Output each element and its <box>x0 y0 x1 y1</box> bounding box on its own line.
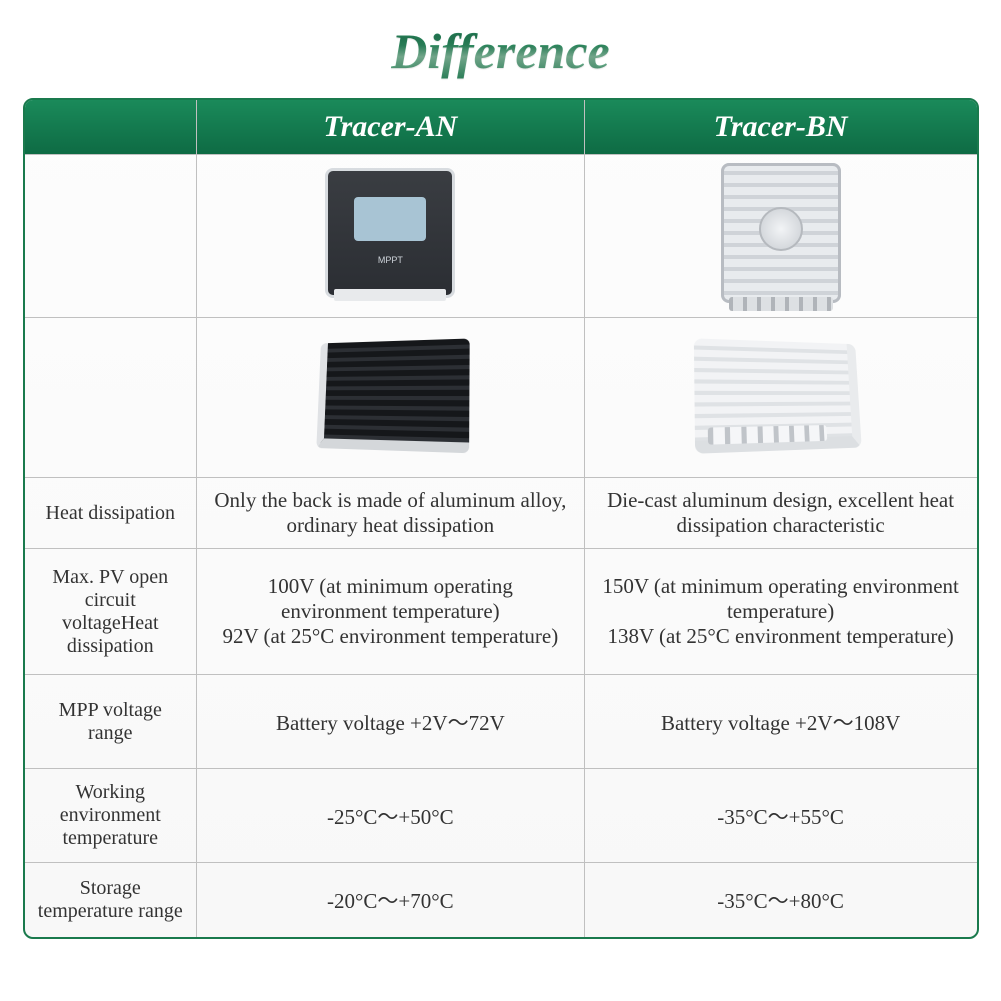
header-tracer-an: Tracer-AN <box>197 100 585 155</box>
comparison-table: Tracer-AN Tracer-BN Heat dissipation Onl <box>25 100 977 937</box>
an-heat: Only the back is made of aluminum alloy,… <box>197 478 585 549</box>
an-work: -25°C～+50°C <box>197 769 585 863</box>
page-title: Difference <box>391 22 609 80</box>
bn-mpp: Battery voltage +2V～108V <box>584 675 976 769</box>
image-row-label <box>25 318 197 478</box>
product-image-row-2 <box>25 318 977 478</box>
row-heat-dissipation: Heat dissipation Only the back is made o… <box>25 478 977 549</box>
header-tracer-bn: Tracer-BN <box>584 100 976 155</box>
device-an-front-icon <box>325 168 455 298</box>
label-heat: Heat dissipation <box>25 478 197 549</box>
device-an-side-icon <box>316 338 469 453</box>
tracer-an-image-1 <box>197 155 585 318</box>
header-empty <box>25 100 197 155</box>
row-working-temp: Working environment temperature -25°C～+5… <box>25 769 977 863</box>
header-row: Tracer-AN Tracer-BN <box>25 100 977 155</box>
bn-store: -35°C～+80°C <box>584 863 976 937</box>
an-pv: 100V (at minimum operating environment t… <box>197 549 585 675</box>
tracer-bn-image-2 <box>584 318 976 478</box>
tracer-an-image-2 <box>197 318 585 478</box>
label-mpp: MPP voltage range <box>25 675 197 769</box>
device-bn-angled-icon <box>693 338 861 453</box>
tracer-bn-image-1 <box>584 155 976 318</box>
label-store: Storage temperature range <box>25 863 197 937</box>
product-image-row-1 <box>25 155 977 318</box>
row-mpp-range: MPP voltage range Battery voltage +2V～72… <box>25 675 977 769</box>
bn-pv: 150V (at minimum operating environment t… <box>584 549 976 675</box>
device-bn-front-icon <box>721 163 841 303</box>
comparison-table-container: Tracer-AN Tracer-BN Heat dissipation Onl <box>23 98 979 939</box>
an-mpp: Battery voltage +2V～72V <box>197 675 585 769</box>
label-work: Working environment temperature <box>25 769 197 863</box>
an-store: -20°C～+70°C <box>197 863 585 937</box>
image-row-label <box>25 155 197 318</box>
bn-heat: Die-cast aluminum design, excellent heat… <box>584 478 976 549</box>
row-max-pv-voltage: Max. PV open circuit voltageHeat dissipa… <box>25 549 977 675</box>
row-storage-temp: Storage temperature range -20°C～+70°C -3… <box>25 863 977 937</box>
label-pv: Max. PV open circuit voltageHeat dissipa… <box>25 549 197 675</box>
bn-work: -35°C～+55°C <box>584 769 976 863</box>
